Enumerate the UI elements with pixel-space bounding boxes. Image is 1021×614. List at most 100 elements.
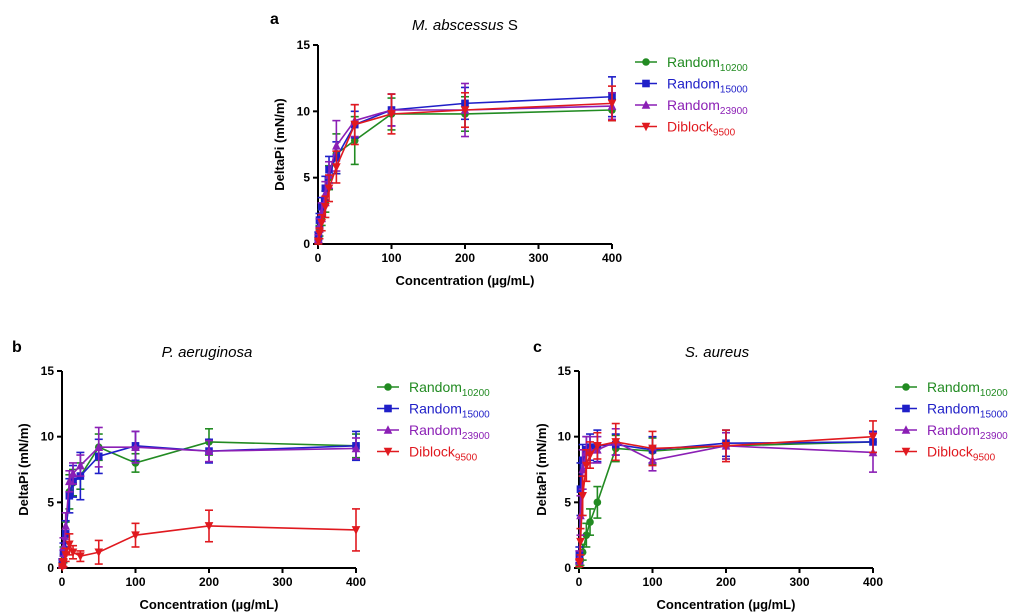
- panel-label: b: [12, 339, 22, 356]
- data-point: [76, 552, 85, 561]
- legend-label-subscript: 23900: [720, 106, 748, 117]
- legend-label-subscript: 10200: [720, 63, 748, 74]
- y-tick-label: 0: [303, 237, 310, 251]
- y-tick-label: 15: [41, 364, 55, 378]
- legend-label-subscript: 23900: [980, 431, 1008, 442]
- data-point: [593, 442, 602, 451]
- data-point: [65, 476, 74, 486]
- legend-label: Diblock9500: [667, 119, 736, 139]
- y-tick-label: 10: [297, 104, 311, 118]
- chart-title: P. aeruginosa: [162, 344, 253, 361]
- x-tick-label: 400: [863, 575, 883, 589]
- legend-marker: [902, 404, 910, 413]
- legend-label: Random15000: [409, 401, 490, 421]
- legend-label: Random23900: [409, 422, 490, 442]
- legend-item-Random15000: Random15000: [635, 76, 748, 96]
- y-tick-label: 10: [41, 430, 55, 444]
- data-point: [65, 491, 74, 500]
- y-tick-label: 10: [558, 430, 572, 444]
- legend-label-subscript: 15000: [462, 410, 490, 421]
- series-Diblock9500: [58, 508, 361, 572]
- legend-label-base: Diblock: [409, 444, 456, 460]
- data-point: [868, 432, 878, 442]
- legend-marker: [901, 425, 911, 434]
- data-point: [593, 498, 602, 507]
- y-axis-title: DeltaPi (mN/m): [534, 423, 549, 515]
- legend-label-subscript: 9500: [973, 453, 996, 464]
- data-point: [350, 120, 360, 130]
- legend-marker: [642, 79, 650, 88]
- legend-label-subscript: 15000: [980, 410, 1008, 421]
- legend-item-Diblock9500: Diblock9500: [895, 444, 996, 464]
- legend-label-subscript: 23900: [462, 431, 490, 442]
- legend-marker: [641, 100, 651, 109]
- legend-marker: [383, 425, 393, 434]
- x-tick-label: 400: [346, 575, 366, 589]
- data-point: [576, 537, 585, 547]
- data-point: [351, 443, 361, 453]
- data-point: [582, 461, 591, 471]
- legend-item-Random15000: Random15000: [377, 401, 490, 421]
- chart-panel-a: a M. abscessus S 0 5 10 15 0 100 200 300 400 Concen…: [270, 11, 748, 288]
- data-point: [314, 237, 323, 247]
- legend-item-Diblock9500: Diblock9500: [635, 119, 736, 139]
- legend-label: Random10200: [667, 54, 748, 74]
- x-tick-label: 200: [455, 251, 475, 265]
- legend-marker: [902, 383, 910, 391]
- series-line: [61, 446, 357, 565]
- legend-item-Random15000: Random15000: [895, 401, 1008, 421]
- legend-label-base: Random: [927, 379, 980, 395]
- legend-label-subscript: 10200: [980, 388, 1008, 399]
- legend-marker: [641, 122, 651, 132]
- legend-marker: [383, 447, 393, 457]
- chart-title-rest: S: [504, 17, 518, 34]
- data-point: [324, 184, 334, 194]
- legend-label-base: Random: [667, 76, 720, 92]
- legend-item-Random23900: Random23900: [895, 422, 1008, 442]
- y-tick-label: 5: [303, 171, 310, 185]
- series-line: [578, 435, 874, 563]
- x-tick-label: 0: [315, 251, 322, 265]
- data-point: [68, 548, 78, 558]
- data-point: [76, 460, 85, 470]
- legend-label-base: Random: [927, 401, 980, 417]
- data-point: [65, 540, 74, 550]
- legend-marker: [901, 447, 911, 457]
- legend-item-Random10200: Random10200: [895, 379, 1008, 399]
- legend-label-base: Diblock: [927, 444, 974, 460]
- data-point: [578, 491, 587, 501]
- data-point: [578, 464, 587, 474]
- x-tick-label: 100: [642, 575, 662, 589]
- data-point: [94, 548, 104, 558]
- y-tick-label: 0: [47, 561, 54, 575]
- chart-title: M. abscessus S: [412, 17, 518, 34]
- chart-title: S. aureus: [685, 344, 750, 361]
- legend-item-Random10200: Random10200: [377, 379, 490, 399]
- chart-panel-c: c S. aureus 0 5 10 15 0 100 200 300 400 Concentrati…: [533, 339, 1008, 612]
- x-tick-label: 300: [789, 575, 809, 589]
- legend-marker: [642, 58, 650, 66]
- legend-label-subscript: 10200: [462, 388, 490, 399]
- data-point: [648, 444, 657, 454]
- y-axis-title: DeltaPi (mN/m): [16, 423, 31, 515]
- legend-label: Random23900: [667, 97, 748, 117]
- x-axis-title: Concentration (µg/mL): [396, 273, 535, 288]
- chart-title-italic: S. aureus: [685, 344, 750, 361]
- data-point: [131, 442, 140, 451]
- legend-label: Diblock9500: [927, 444, 996, 464]
- legend-label-base: Random: [409, 379, 462, 395]
- data-point: [575, 558, 584, 568]
- legend-label: Random10200: [409, 379, 490, 399]
- y-axis-title: DeltaPi (mN/m): [272, 98, 287, 190]
- x-tick-label: 400: [602, 251, 622, 265]
- legend-label-base: Random: [927, 422, 980, 438]
- data-point: [611, 438, 621, 447]
- legend-label-base: Random: [409, 422, 462, 438]
- data-point: [204, 522, 214, 531]
- x-tick-label: 300: [528, 251, 548, 265]
- data-point: [607, 99, 617, 109]
- x-tick-label: 100: [125, 575, 145, 589]
- legend-label: Diblock9500: [409, 444, 478, 464]
- data-point: [68, 468, 78, 478]
- y-tick-label: 5: [564, 495, 571, 509]
